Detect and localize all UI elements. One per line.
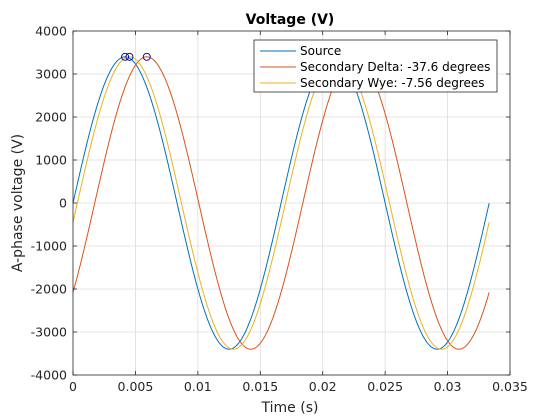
y-tick-label: -4000 — [31, 368, 67, 383]
x-tick-label: 0 — [69, 379, 77, 394]
chart-title: Voltage (V) — [246, 12, 335, 28]
series-line-0 — [72, 56, 490, 350]
peak-marker-0 — [121, 52, 130, 61]
y-tick-label: 3000 — [35, 67, 67, 82]
y-tick-label: -1000 — [31, 239, 67, 254]
x-tick-labels: 0 0.005 0.01 0.015 0.02 0.025 0.03 0.035 — [69, 379, 528, 394]
x-tick-label: 0.03 — [434, 379, 462, 394]
legend-entry-1: Secondary Delta: -37.6 degrees — [300, 60, 490, 74]
series-line-2 — [72, 56, 490, 350]
y-tick-label: 0 — [59, 196, 67, 211]
y-tick-label: 4000 — [35, 24, 67, 39]
x-tick-label: 0.015 — [242, 379, 278, 394]
x-tick-label: 0.02 — [309, 379, 337, 394]
legend-entry-0: Source — [300, 44, 341, 58]
axis-ticks — [72, 30, 511, 376]
x-tick-label: 0.025 — [367, 379, 403, 394]
y-tick-label: 2000 — [35, 110, 67, 125]
x-tick-label: 0.01 — [184, 379, 212, 394]
series-line-1 — [72, 56, 490, 350]
y-tick-label: -2000 — [31, 282, 67, 297]
x-axis-label: Time (s) — [261, 400, 319, 416]
peak-marker-1 — [142, 52, 151, 61]
legend: Source Secondary Delta: -37.6 degrees Seco… — [253, 39, 498, 93]
x-tick-label: 0.035 — [492, 379, 528, 394]
y-tick-label: -3000 — [31, 325, 67, 340]
series-lines — [72, 56, 490, 350]
x-tick-label: 0.005 — [118, 379, 154, 394]
peak-marker-2 — [125, 52, 134, 61]
peak-markers — [121, 52, 151, 61]
y-tick-label: 1000 — [35, 153, 67, 168]
y-tick-labels: -4000 -3000 -2000 -1000 0 1000 2000 3000 4000 — [31, 24, 67, 383]
legend-entry-2: Secondary Wye: -7.56 degrees — [300, 76, 485, 90]
y-axis-label: A-phase voltage (V) — [10, 134, 26, 272]
